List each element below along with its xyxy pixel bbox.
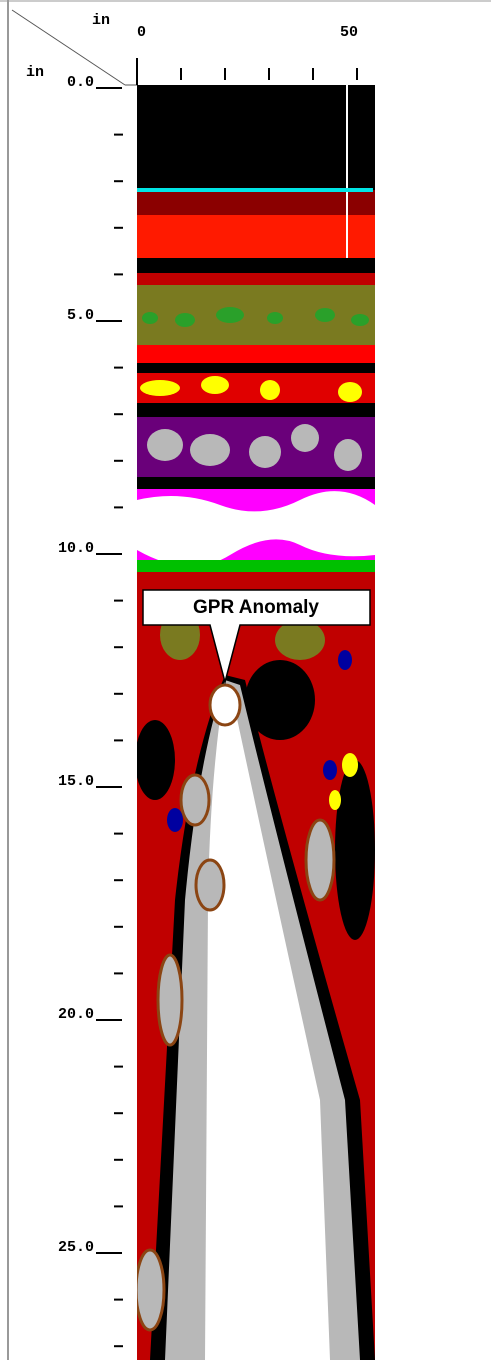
y-tick-label: 15.0 — [58, 773, 94, 790]
annotation-text: GPR Anomaly — [193, 597, 319, 618]
y-axis: 0.0 5.0 10.0 15.0 20.0 25.0 — [58, 74, 123, 1348]
y-tick-label: 25.0 — [58, 1239, 94, 1256]
corner-diagonal — [11, 9, 126, 86]
y-tick-label: 5.0 — [67, 307, 94, 324]
y-tick-label: 0.0 — [67, 74, 94, 91]
x-tick-label: 0 — [137, 24, 146, 41]
x-tick-label: 50 — [340, 24, 358, 41]
y-tick-label: 10.0 — [58, 540, 94, 557]
annotation-callout — [142, 589, 371, 685]
y-unit: in — [26, 64, 44, 81]
x-unit: in — [92, 12, 110, 29]
x-ticks — [180, 68, 358, 80]
scan-image — [137, 85, 375, 1360]
y-tick-label: 20.0 — [58, 1006, 94, 1023]
